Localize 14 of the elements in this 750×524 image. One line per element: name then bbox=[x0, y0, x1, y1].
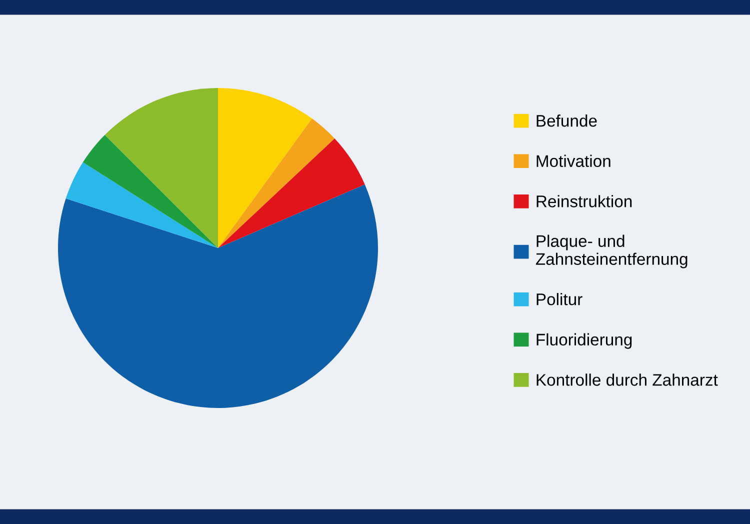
legend-label: Befunde bbox=[536, 114, 597, 127]
pie-slice bbox=[104, 88, 218, 248]
pie-slice bbox=[66, 162, 218, 248]
pie-slice bbox=[58, 184, 378, 408]
legend-label: Kontrolle durch Zahnarzt bbox=[536, 374, 718, 386]
pie-slice bbox=[82, 134, 218, 248]
legend-label: Politur bbox=[536, 293, 582, 306]
pie-slice bbox=[218, 118, 335, 248]
legend-label: Plaque- und Zahnsteinentfernung bbox=[536, 234, 688, 268]
legend-label: Motivation bbox=[536, 154, 610, 168]
legend-label: Fluoridierung bbox=[536, 333, 632, 349]
pie-slice bbox=[218, 88, 312, 248]
pie-slice bbox=[218, 138, 365, 248]
legend-label: Reinstruktion bbox=[536, 195, 632, 208]
